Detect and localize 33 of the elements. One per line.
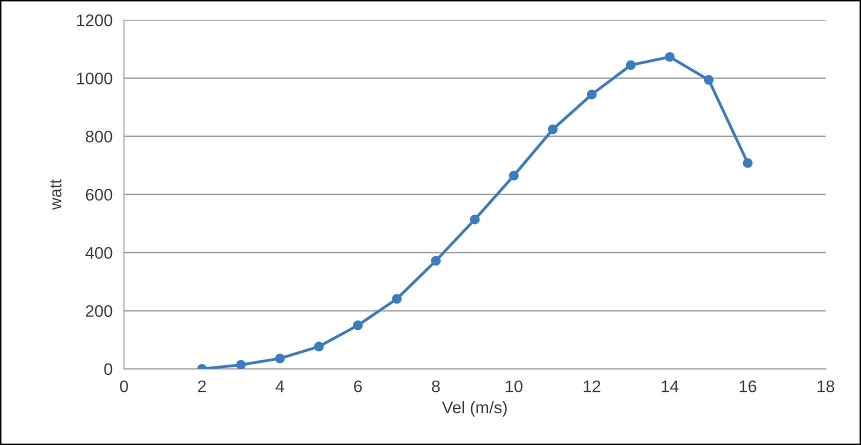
x-tick-label: 12 — [584, 380, 600, 392]
point — [275, 354, 285, 364]
point — [586, 90, 597, 100]
y-tick-label: 400 — [85, 247, 112, 259]
y-tick-label: 0 — [104, 363, 112, 376]
point — [508, 170, 519, 180]
x-tick-label: 18 — [818, 380, 834, 392]
point — [236, 360, 246, 369]
point — [470, 214, 480, 224]
point — [430, 256, 441, 266]
x-tick-label: 6 — [354, 380, 362, 392]
y-tick-label: 200 — [86, 305, 112, 317]
point — [353, 320, 363, 330]
x-tick-label: 8 — [432, 380, 440, 392]
point — [704, 75, 714, 85]
point — [626, 60, 636, 70]
y-tick-label: 800 — [86, 130, 112, 143]
x-tick-label: 4 — [276, 380, 284, 392]
y-tick-label: 1000 — [77, 72, 112, 84]
y-axis-title: watt — [50, 179, 62, 210]
point — [392, 294, 402, 304]
x-tick-label: 14 — [662, 380, 679, 392]
x-tick-label: 0 — [120, 380, 128, 392]
x-tick-label: 10 — [506, 380, 522, 392]
y-tick-label: 1200 — [77, 14, 112, 26]
point — [548, 124, 558, 134]
point — [314, 342, 324, 352]
x-tick-label: 2 — [198, 380, 206, 392]
point — [742, 158, 753, 168]
x-tick-label: 16 — [740, 380, 756, 392]
x-axis-title: Vel (m/s) — [442, 401, 507, 417]
y-tick-label: 600 — [86, 188, 112, 201]
point — [664, 52, 675, 62]
